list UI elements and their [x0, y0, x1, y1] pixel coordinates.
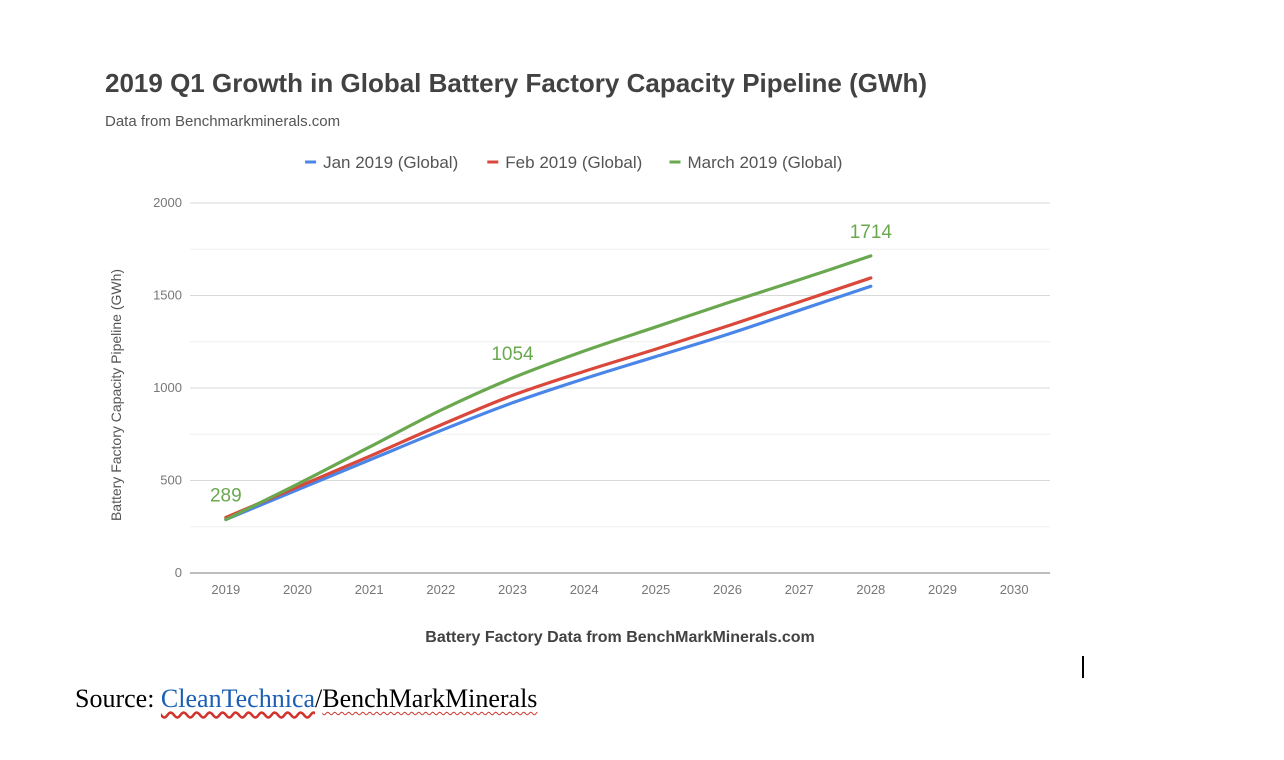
data-label: 1714	[850, 222, 893, 243]
x-axis-ticks: 2019 2020 2021 2022 2023 2024 2025 2026 2027 2028…	[211, 582, 1028, 597]
text-cursor	[1082, 656, 1084, 678]
legend-label: Jan 2019 (Global)	[323, 153, 458, 172]
y-tick-label: 0	[175, 565, 182, 580]
y-tick-label: 2000	[153, 195, 182, 210]
x-axis-label: Battery Factory Data from BenchMarkMiner…	[425, 629, 814, 646]
series-line-1	[224, 284, 873, 522]
x-tick-label: 2019	[211, 582, 240, 597]
source-prefix: Source:	[75, 684, 161, 713]
y-tick-label: 1000	[153, 380, 182, 395]
line-chart: 2019 Q1 Growth in Global Battery Factory…	[105, 68, 1050, 646]
source-rest: BenchMarkMinerals	[322, 684, 538, 713]
y-tick-label: 500	[160, 473, 182, 488]
source-separator: /	[315, 684, 323, 713]
legend: Jan 2019 (Global) Feb 2019 (Global) March …	[305, 153, 842, 172]
source-line: Source: CleanTechnica/BenchMarkMinerals	[75, 684, 537, 714]
chart-subtitle: Data from Benchmarkminerals.com	[105, 113, 340, 130]
chart-title: 2019 Q1 Growth in Global Battery Factory…	[105, 68, 927, 98]
x-tick-label: 2030	[1000, 582, 1029, 597]
y-axis-label: Battery Factory Capacity Pipeline (GWh)	[108, 269, 124, 521]
x-tick-label: 2021	[355, 582, 384, 597]
x-tick-label: 2020	[283, 582, 312, 597]
data-label: 1054	[491, 344, 534, 365]
x-tick-label: 2028	[856, 582, 885, 597]
y-tick-label: 1500	[153, 288, 182, 303]
data-labels: 289 1054 1714	[210, 222, 892, 507]
x-tick-label: 2024	[570, 582, 599, 597]
x-tick-label: 2023	[498, 582, 527, 597]
cleantechnica-link[interactable]: CleanTechnica	[160, 684, 316, 713]
x-tick-label: 2022	[426, 582, 455, 597]
gridlines	[190, 202, 1050, 528]
series-lines	[224, 254, 873, 522]
x-tick-label: 2027	[785, 582, 814, 597]
legend-label: Feb 2019 (Global)	[505, 153, 642, 172]
x-tick-label: 2029	[928, 582, 957, 597]
x-tick-label: 2025	[641, 582, 670, 597]
data-label: 289	[210, 486, 242, 507]
y-axis-ticks: 0 500 1000 1500 2000	[153, 195, 182, 580]
x-tick-label: 2026	[713, 582, 742, 597]
series-line-3	[224, 254, 873, 522]
legend-label: March 2019 (Global)	[688, 153, 843, 172]
series-line-2	[224, 276, 873, 520]
